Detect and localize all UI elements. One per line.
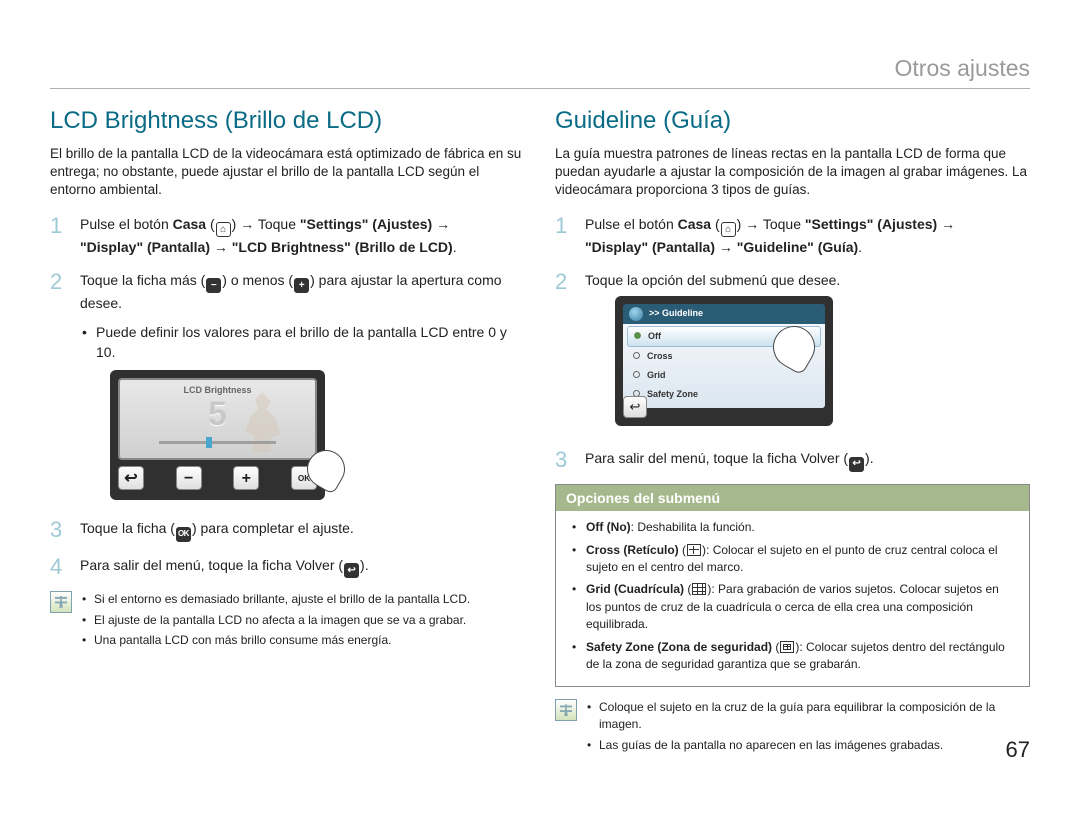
display-path: "Display" (Pantalla) → "Guideline" (Guía… xyxy=(585,239,858,255)
cross-icon xyxy=(687,544,701,556)
minus-button: − xyxy=(176,466,202,490)
page-number: 67 xyxy=(1006,737,1030,763)
text: Pulse el botón xyxy=(585,216,678,232)
settings-label: "Settings" (Ajustes) xyxy=(300,216,432,232)
info-bullet: El ajuste de la pantalla LCD no afecta a… xyxy=(82,612,525,629)
page-header: Otros ajustes xyxy=(50,55,1030,89)
settings-gear-icon xyxy=(629,307,643,321)
left-column: LCD Brightness (Brillo de LCD) El brillo… xyxy=(50,107,525,758)
text: ). xyxy=(865,450,874,466)
grid-icon xyxy=(692,583,706,595)
desc: : Deshabilita la función. xyxy=(631,520,755,534)
touch-hand-icon xyxy=(297,446,351,500)
text: Toque la ficha más ( xyxy=(80,272,205,288)
text: ) para completar el ajuste. xyxy=(192,520,354,536)
touch-hand-icon xyxy=(765,322,821,378)
lcd-heading: LCD Brightness (Brillo de LCD) xyxy=(50,107,525,135)
manual-page: Otros ajustes LCD Brightness (Brillo de … xyxy=(0,0,1080,788)
lcd-info-box: Si el entorno es demasiado brillante, aj… xyxy=(50,591,525,653)
note-icon xyxy=(555,699,577,721)
text: . xyxy=(858,239,862,255)
guideline-option-safety: Safety Zone xyxy=(627,385,821,404)
guide-info-box: Coloque el sujeto en la cruz de la guía … xyxy=(555,699,1030,757)
step-number: 4 xyxy=(50,555,68,579)
option-label: Off xyxy=(648,331,661,341)
text: Para salir del menú, toque la ficha Volv… xyxy=(585,450,848,466)
label: Grid (Cuadrícula) xyxy=(586,582,684,596)
step-number: 1 xyxy=(50,214,68,258)
lcd-value: 5 xyxy=(120,397,315,431)
guide-step-2: 2 Toque la opción del submenú que desee.… xyxy=(555,270,1030,436)
guideline-screenshot: >> Guideline Off Cross xyxy=(615,296,833,426)
text: Toque la opción del submenú que desee. xyxy=(585,272,840,288)
step-number: 1 xyxy=(555,214,573,258)
step-number: 2 xyxy=(555,270,573,436)
ok-icon: OK xyxy=(176,527,191,542)
text: . xyxy=(453,239,457,255)
submenu-item-grid: Grid (Cuadrícula) (): Para grabación de … xyxy=(586,581,1017,633)
casa-label: Casa xyxy=(173,216,206,232)
minus-icon: − xyxy=(206,278,221,293)
back-icon: ↩ xyxy=(344,563,359,578)
text: → Toque xyxy=(240,216,300,232)
lcd-step-2: 2 Toque la ficha más (−) o menos (+) par… xyxy=(50,270,525,507)
submenu-item-cross: Cross (Retículo) (): Colocar el sujeto e… xyxy=(586,542,1017,577)
text: → xyxy=(941,216,955,232)
text: Para salir del menú, toque la ficha Volv… xyxy=(80,557,343,573)
home-icon: ⌂ xyxy=(721,222,736,237)
back-button: ↩ xyxy=(118,466,144,490)
radio-off-icon xyxy=(633,352,640,359)
radio-off-icon xyxy=(633,371,640,378)
info-bullet: Coloque el sujeto en la cruz de la guía … xyxy=(587,699,1030,733)
right-column: Guideline (Guía) La guía muestra patrone… xyxy=(555,107,1030,758)
radio-on-icon xyxy=(634,332,641,339)
label: Safety Zone (Zona de seguridad) xyxy=(586,640,772,654)
submenu-options-box: Opciones del submenú Off (No): Deshabili… xyxy=(555,484,1030,687)
step-number: 3 xyxy=(555,448,573,472)
label: Off (No) xyxy=(586,520,631,534)
lcd-step2-bullet: Puede definir los valores para el brillo… xyxy=(80,322,525,363)
text: → Toque xyxy=(745,216,805,232)
lcd-step-4: 4 Para salir del menú, toque la ficha Vo… xyxy=(50,555,525,579)
lcd-step-3: 3 Toque la ficha (OK) para completar el … xyxy=(50,518,525,542)
guide-step-3: 3 Para salir del menú, toque la ficha Vo… xyxy=(555,448,1030,472)
display-path: "Display" (Pantalla) → "LCD Brightness" … xyxy=(80,239,453,255)
settings-label: "Settings" (Ajustes) xyxy=(805,216,937,232)
text: Toque la ficha ( xyxy=(80,520,175,536)
back-icon: ↩ xyxy=(849,457,864,472)
submenu-item-safety: Safety Zone (Zona de seguridad) (): Colo… xyxy=(586,639,1017,674)
guide-step-1: 1 Pulse el botón Casa (⌂) → Toque "Setti… xyxy=(555,214,1030,258)
text: ) o menos ( xyxy=(222,272,293,288)
submenu-heading: Opciones del submenú xyxy=(556,485,1029,511)
lcd-step-1: 1 Pulse el botón Casa (⌂) → Toque "Setti… xyxy=(50,214,525,258)
text: Pulse el botón xyxy=(80,216,173,232)
lcd-brightness-screenshot: LCD Brightness 5 ↩ − + OK xyxy=(110,370,325,500)
guideline-heading: Guideline (Guía) xyxy=(555,107,1030,135)
label: Cross (Retículo) xyxy=(586,543,679,557)
step-number: 2 xyxy=(50,270,68,507)
option-label: Grid xyxy=(647,370,666,380)
info-bullet: Si el entorno es demasiado brillante, aj… xyxy=(82,591,525,608)
info-bullet: Una pantalla LCD con más brillo consume … xyxy=(82,632,525,649)
guideline-intro: La guía muestra patrones de líneas recta… xyxy=(555,145,1030,200)
option-label: Cross xyxy=(647,351,673,361)
brightness-slider xyxy=(159,441,276,444)
safety-zone-icon xyxy=(780,641,794,653)
plus-button: + xyxy=(233,466,259,490)
text: ). xyxy=(360,557,369,573)
plus-icon: + xyxy=(294,278,309,293)
g-img-title: >> Guideline xyxy=(649,307,703,320)
step-number: 3 xyxy=(50,518,68,542)
home-icon: ⌂ xyxy=(216,222,231,237)
info-bullet: Las guías de la pantalla no aparecen en … xyxy=(587,737,1030,754)
option-label: Safety Zone xyxy=(647,389,698,399)
back-button: ↩ xyxy=(623,396,647,418)
casa-label: Casa xyxy=(678,216,711,232)
lcd-intro: El brillo de la pantalla LCD de la video… xyxy=(50,145,525,200)
text: → xyxy=(436,216,450,232)
two-column-layout: LCD Brightness (Brillo de LCD) El brillo… xyxy=(50,107,1030,758)
note-icon xyxy=(50,591,72,613)
submenu-item-off: Off (No): Deshabilita la función. xyxy=(586,519,1017,536)
